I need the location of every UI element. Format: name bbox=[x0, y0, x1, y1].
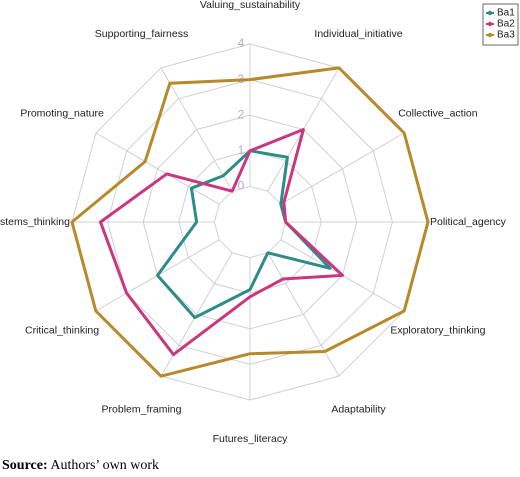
chart: 01234Valuing_sustainabilityIndividual_in… bbox=[0, 0, 519, 445]
legend-label: Ba2 bbox=[497, 19, 515, 30]
series-line bbox=[98, 128, 344, 357]
axis-label: Critical_thinking bbox=[25, 324, 99, 336]
axis-label: Collective_action bbox=[398, 107, 478, 119]
axis-label: Exploratory_thinking bbox=[390, 324, 485, 336]
axis-label: Promoting_nature bbox=[20, 107, 104, 119]
axis-label: Problem_framing bbox=[102, 404, 182, 416]
spoke bbox=[267, 252, 340, 377]
spoke bbox=[160, 67, 233, 192]
caption-label: Source: bbox=[2, 458, 48, 473]
spoke bbox=[95, 132, 220, 205]
legend-dot bbox=[487, 10, 493, 16]
legend-dot bbox=[487, 32, 493, 38]
spoke bbox=[280, 132, 405, 205]
r-tick-label: 1 bbox=[238, 143, 245, 157]
series-line bbox=[70, 66, 430, 378]
axis-label: Valuing_sustainability bbox=[200, 0, 301, 11]
grid-ring bbox=[213, 185, 287, 259]
axis-label: Individual_initiative bbox=[314, 28, 402, 40]
axis-label: Supporting_fairness bbox=[95, 28, 188, 40]
legend-dot bbox=[487, 21, 493, 27]
caption: Source: Authors’ own work bbox=[2, 458, 159, 474]
caption-text: Authors’ own work bbox=[50, 458, 159, 473]
spoke bbox=[160, 252, 233, 377]
r-tick-label: 4 bbox=[238, 36, 245, 50]
r-tick-label: 2 bbox=[238, 107, 245, 121]
axis-label: Futures_literacy bbox=[213, 433, 288, 445]
r-tick-label: 0 bbox=[238, 179, 245, 193]
legend-label: Ba3 bbox=[497, 30, 515, 41]
legend-label: Ba1 bbox=[497, 8, 515, 19]
axis-label: Political_agency bbox=[430, 216, 507, 228]
series-line bbox=[156, 149, 332, 320]
axis-label: Adaptability bbox=[331, 404, 386, 416]
axis-label: Systems_thinking bbox=[0, 216, 70, 228]
